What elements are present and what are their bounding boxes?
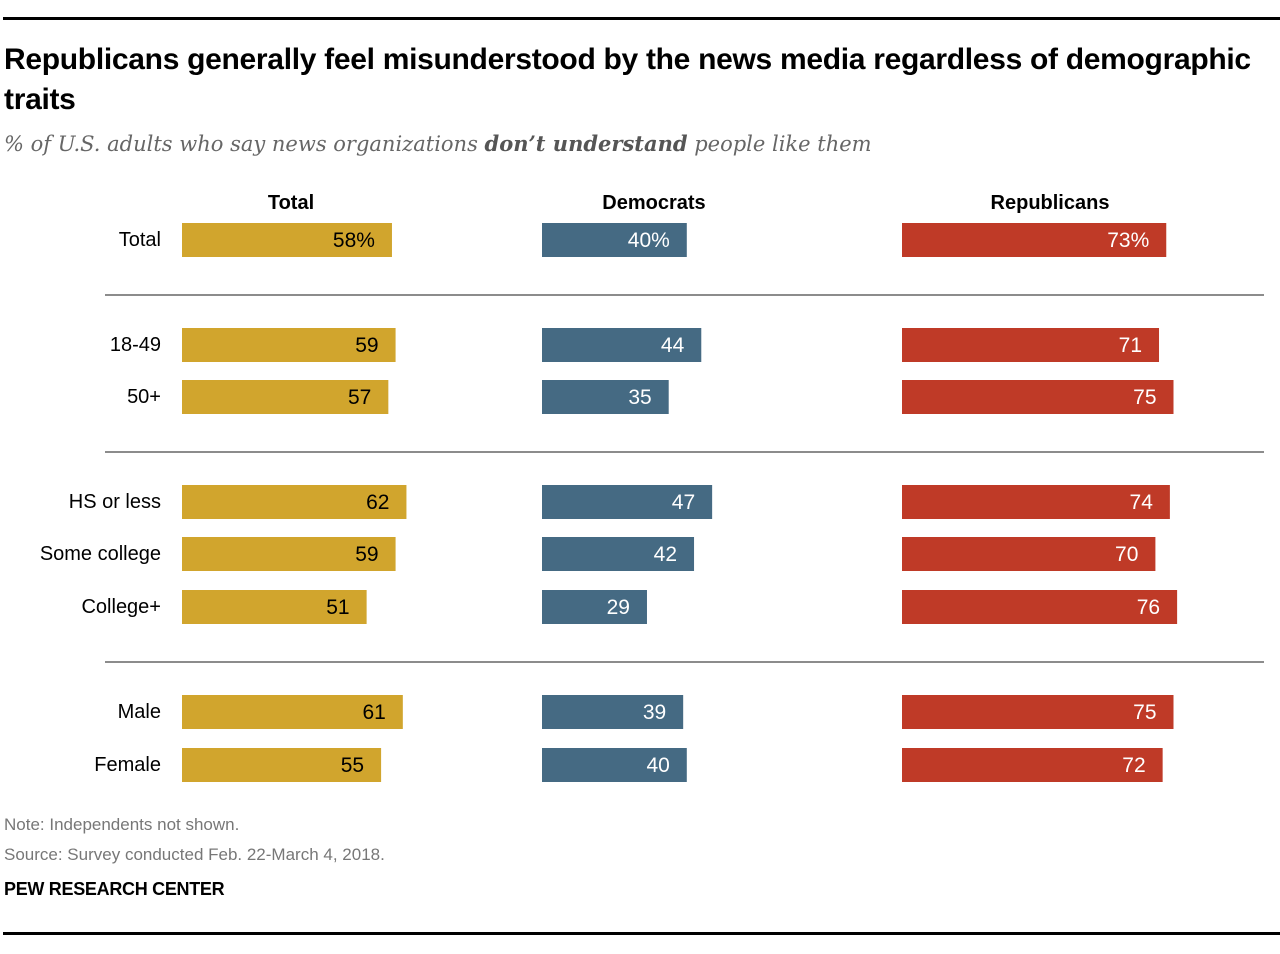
top-rule [3, 17, 1280, 20]
footnote-source: Source: Survey conducted Feb. 22-March 4… [4, 845, 385, 864]
bar-republicans-male [902, 695, 1174, 729]
value-label-republicans-total: 73% [1107, 229, 1149, 252]
value-label-democrats-college: 29 [607, 596, 630, 619]
value-label-total-female: 55 [341, 754, 364, 777]
subtitle-prefix: % of U.S. adults who say news organizati… [4, 132, 485, 156]
column-header-republicans: Republicans [991, 192, 1110, 214]
value-label-total-50: 57 [348, 386, 371, 409]
bar-democrats-hs-or-less [542, 485, 713, 519]
value-label-republicans-hs-or-less: 74 [1130, 491, 1154, 514]
bar-republicans-some-college [902, 537, 1156, 571]
value-label-republicans-male: 75 [1133, 701, 1156, 724]
value-label-republicans-some-college: 70 [1115, 543, 1138, 566]
chart-title: Republicans generally feel misunderstood… [4, 43, 1251, 116]
value-label-democrats-female: 40 [646, 754, 669, 777]
bar-democrats-male [542, 695, 684, 729]
column-header-democrats: Democrats [602, 192, 705, 214]
bar-democrats-total [542, 223, 687, 257]
bar-democrats-some-college [542, 537, 695, 571]
bar-democrats-18-49 [542, 328, 702, 362]
category-label-18-49: 18-49 [110, 334, 161, 356]
category-label-total: Total [119, 229, 161, 251]
value-label-republicans-college: 76 [1137, 596, 1160, 619]
bar-total-male [182, 695, 403, 729]
value-label-democrats-total: 40% [628, 229, 670, 252]
brand-logo-text: PEW RESEARCH CENTER [4, 879, 225, 899]
category-label-male: Male [118, 701, 161, 723]
bar-total-18-49 [182, 328, 396, 362]
value-label-total-college: 51 [326, 596, 349, 619]
category-label-female: Female [94, 754, 161, 776]
value-label-democrats-some-college: 42 [654, 543, 677, 566]
bar-republicans-female [902, 748, 1163, 782]
value-label-total-some-college: 59 [355, 543, 378, 566]
bar-total-50 [182, 380, 389, 414]
subtitle-emphasis: don’t understand [484, 131, 688, 156]
footnote-note: Note: Independents not shown. [4, 815, 240, 834]
column-header-total: Total [268, 192, 314, 214]
bar-total-college [182, 590, 367, 624]
bar-republicans-college [902, 590, 1178, 624]
value-label-democrats-male: 39 [643, 701, 666, 724]
value-label-total-18-49: 59 [355, 334, 378, 357]
chart-subtitle: % of U.S. adults who say news organizati… [4, 131, 872, 156]
category-label-college: College+ [81, 596, 161, 618]
subtitle-suffix: people like them [687, 132, 872, 156]
bar-republicans-hs-or-less [902, 485, 1170, 519]
bar-total-some-college [182, 537, 396, 571]
bar-democrats-female [542, 748, 687, 782]
value-label-democrats-50: 35 [628, 386, 651, 409]
value-label-total-total: 58% [333, 229, 375, 252]
bar-republicans-total [902, 223, 1167, 257]
value-label-democrats-18-49: 44 [661, 334, 685, 357]
category-label-hs-or-less: HS or less [69, 491, 161, 513]
bar-total-total [182, 223, 392, 257]
bar-republicans-18-49 [902, 328, 1160, 362]
value-label-republicans-female: 72 [1122, 754, 1145, 777]
bar-republicans-50 [902, 380, 1174, 414]
bar-total-female [182, 748, 382, 782]
category-label-some-college: Some college [40, 543, 161, 565]
value-label-total-hs-or-less: 62 [366, 491, 389, 514]
bar-democrats-college [542, 590, 647, 624]
category-label-50: 50+ [127, 386, 161, 408]
bottom-rule [3, 932, 1280, 935]
value-label-republicans-18-49: 71 [1119, 334, 1142, 357]
bar-chart: Total Democrats Republicans Total 18-49 50+ HS… [40, 192, 1264, 782]
value-label-total-male: 61 [362, 701, 385, 724]
value-label-republicans-50: 75 [1133, 386, 1156, 409]
bar-total-hs-or-less [182, 485, 407, 519]
bar-democrats-50 [542, 380, 669, 414]
value-label-democrats-hs-or-less: 47 [672, 491, 695, 514]
